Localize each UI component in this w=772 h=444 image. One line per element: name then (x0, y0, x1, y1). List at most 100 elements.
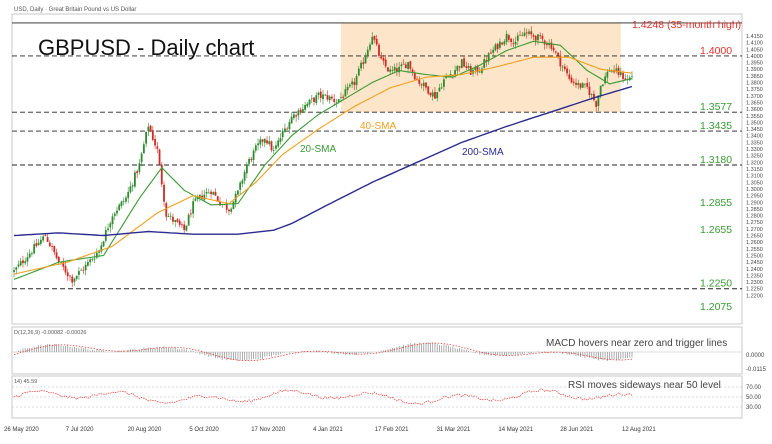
price-tick-39: 1.2200 (746, 293, 763, 299)
candle-body (172, 216, 174, 222)
candle-body (116, 210, 118, 214)
consolidation-range-box (340, 22, 621, 113)
candle-body (279, 138, 282, 142)
sma200-annotation: 200-SMA (462, 147, 504, 158)
candle-body (270, 141, 273, 151)
candle-body (566, 68, 568, 74)
price-tick-37: 1.2300 (746, 280, 763, 286)
candle-body (86, 262, 89, 266)
candle-body (187, 214, 190, 226)
candle-body (523, 32, 526, 36)
candle-body (369, 44, 371, 50)
candle-body (326, 95, 329, 100)
candle-body (604, 76, 607, 84)
candle-body (250, 158, 253, 160)
date-label-6: 17 Feb 2021 (375, 427, 409, 433)
candle-body (422, 82, 425, 87)
sma40-annotation: 40-SMA (360, 121, 396, 132)
candle-body (460, 59, 463, 69)
candle-body (364, 56, 367, 64)
candle-body (371, 36, 374, 45)
price-tick-33: 1.2500 (746, 253, 763, 259)
candle-body (22, 260, 24, 264)
chart-title: GBPUSD - Daily chart (38, 35, 254, 60)
candle-body (295, 115, 298, 117)
price-tick-36: 1.2350 (746, 273, 763, 279)
candle-body (241, 180, 244, 184)
candle-body (516, 35, 519, 41)
candle-body (245, 164, 248, 174)
candle-body (228, 209, 230, 212)
level-label-4: 1.3180 (700, 154, 732, 166)
candle-body (62, 262, 65, 267)
candle-body (532, 35, 535, 37)
candle-body (608, 70, 611, 72)
candle-body (586, 82, 589, 87)
candle-body (530, 31, 533, 35)
candle-body (360, 62, 362, 69)
candle-body (550, 42, 553, 49)
candle-body (261, 139, 264, 142)
candle-body (219, 201, 221, 206)
candle-body (259, 139, 262, 145)
candle-body (438, 87, 441, 92)
candle-body (353, 81, 356, 85)
price-tick-9: 1.3700 (746, 94, 763, 100)
price-tick-3: 1.4000 (746, 54, 763, 60)
price-tick-17: 1.3300 (746, 147, 763, 153)
candle-body (194, 198, 197, 201)
candle-body (136, 171, 139, 174)
price-tick-20: 1.3150 (746, 167, 763, 173)
candle-body (42, 236, 45, 241)
candle-body (615, 68, 618, 72)
price-tick-25: 1.2900 (746, 200, 763, 206)
candle-body (378, 44, 380, 56)
price-tick-34: 1.2450 (746, 260, 763, 266)
date-label-4: 17 Nov 2020 (251, 427, 286, 433)
candle-body (501, 42, 504, 45)
candle-body (409, 61, 412, 69)
date-label-9: 28 Jun 2021 (560, 427, 594, 433)
candle-body (19, 261, 22, 266)
candle-body (71, 276, 74, 283)
candle-body (375, 39, 378, 45)
price-tick-5: 1.3900 (746, 67, 763, 73)
candle-body (24, 261, 27, 264)
candle-body (546, 44, 548, 46)
candle-body (165, 202, 168, 217)
candle-body (57, 256, 60, 263)
candle-body (597, 95, 600, 106)
price-tick-38: 1.2250 (746, 287, 763, 293)
candle-body (525, 32, 528, 34)
candle-body (577, 82, 580, 86)
price-tick-26: 1.2850 (746, 207, 763, 213)
candle-body (225, 203, 228, 210)
candle-body (624, 78, 627, 80)
candle-body (297, 110, 300, 116)
date-label-1: 7 Jul 2020 (66, 427, 94, 433)
candle-body (436, 92, 439, 99)
candle-body (559, 55, 562, 67)
candle-body (407, 62, 409, 69)
candle-body (212, 192, 215, 195)
candle-body (33, 244, 36, 254)
candle-body (619, 71, 622, 75)
date-label-7: 31 Mar 2021 (437, 427, 471, 433)
candle-body (232, 201, 235, 209)
candle-body (109, 223, 112, 228)
price-tick-2: 1.4050 (746, 47, 763, 53)
candle-body (183, 224, 186, 230)
candle-body (286, 128, 289, 130)
candle-body (599, 85, 602, 96)
price-tick-11: 1.3600 (746, 107, 763, 113)
candle-body (80, 269, 83, 271)
candle-body (181, 224, 183, 226)
candle-body (541, 35, 544, 40)
candle-body (351, 81, 354, 85)
candle-body (584, 83, 586, 85)
candle-body (391, 69, 394, 71)
candle-body (463, 58, 465, 67)
candle-body (467, 65, 470, 69)
candle-body (17, 264, 20, 267)
